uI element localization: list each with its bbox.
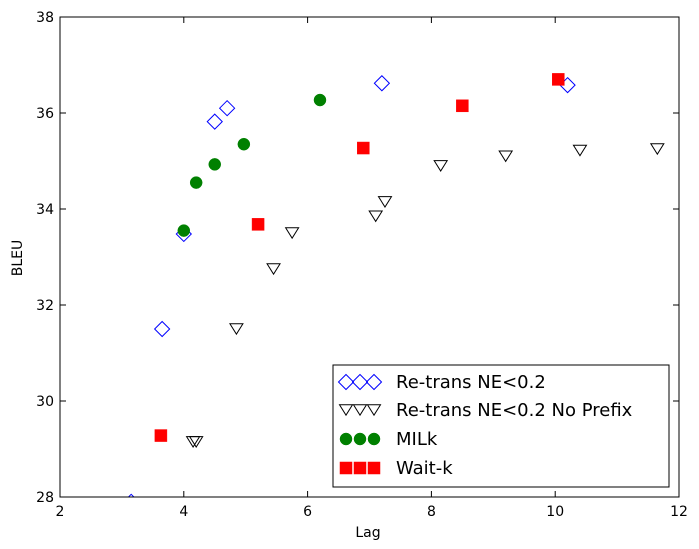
data-point-series1-5 [368, 210, 384, 223]
data-point-series3-3 [456, 99, 469, 113]
y-axis-label: BLEU [10, 240, 26, 277]
data-point-series1-7 [433, 160, 449, 172]
data-point-series3-2 [357, 141, 370, 155]
data-point-series1-9 [572, 144, 588, 157]
legend-box [332, 364, 670, 488]
data-point-series1-8 [498, 150, 514, 163]
legend-marker-2-0 [339, 432, 353, 446]
legend-marker-0-1 [351, 373, 369, 391]
y-tick-label-0: 28 [36, 490, 54, 506]
legend-label-3: Wait-k [396, 458, 453, 479]
legend-label-2: MILk [396, 429, 438, 450]
data-point-series2-0 [177, 224, 191, 237]
legend-label-1: Re-trans NE<0.2 No Prefix [396, 400, 633, 421]
x-tick-label-3: 8 [427, 504, 436, 520]
legend-marker-1-0 [338, 404, 354, 417]
plot-frame [59, 16, 680, 498]
legend-label-0: Re-trans NE<0.2 [396, 372, 546, 393]
data-point-series2-1 [189, 176, 203, 189]
data-point-series0-3 [206, 113, 223, 130]
data-point-series0-5 [373, 75, 391, 92]
data-point-series1-1 [188, 436, 204, 448]
data-point-series3-0 [154, 429, 168, 442]
data-point-series1-2 [229, 323, 244, 336]
x-tick-label-4: 10 [546, 504, 564, 520]
data-point-series2-3 [237, 137, 251, 151]
plot-area [127, 73, 665, 497]
data-point-series0-4 [218, 99, 236, 117]
y-tick-label-3: 34 [36, 202, 54, 218]
y-tick-label-2: 32 [36, 298, 54, 314]
legend-marker-3-2 [367, 461, 381, 475]
data-point-series3-4 [552, 73, 565, 86]
legend-marker-2-1 [353, 432, 367, 446]
data-point-series1-10 [649, 143, 665, 156]
legend-marker-0-2 [365, 373, 383, 391]
legend-marker-1-1 [352, 404, 368, 417]
data-point-series3-1 [251, 218, 265, 231]
y-tick-label-1: 30 [36, 394, 54, 410]
data-point-series1-6 [377, 196, 393, 208]
y-tick-label-4: 36 [36, 106, 54, 122]
legend-marker-1-2 [366, 404, 382, 417]
data-point-series1-3 [266, 263, 281, 276]
legend: Re-trans NE<0.2 Re-trans NE<0.2 No Prefix… [332, 364, 670, 488]
legend-marker-3-1 [353, 461, 367, 475]
y-tick-label-5: 38 [36, 10, 54, 26]
legend-marker-0-0 [337, 373, 355, 391]
x-axis-label: Lag [355, 525, 380, 541]
data-point-series2-4 [313, 93, 327, 107]
x-tick-label-0: 2 [56, 504, 65, 520]
data-point-series2-2 [208, 158, 221, 171]
data-point-series1-4 [284, 227, 300, 240]
x-tick-label-2: 6 [303, 504, 312, 520]
x-tick-label-1: 4 [179, 504, 188, 520]
x-tick-label-5: 12 [670, 504, 688, 520]
data-point-series0-1 [153, 320, 171, 338]
legend-marker-2-2 [367, 432, 381, 446]
legend-marker-3-0 [339, 461, 353, 475]
axes: 2 4 6 8 10 12 28 30 32 34 36 38 [36, 10, 688, 520]
